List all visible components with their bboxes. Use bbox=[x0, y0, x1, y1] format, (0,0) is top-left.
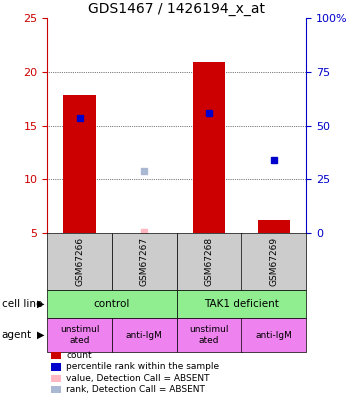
Text: unstimul
ated: unstimul ated bbox=[189, 326, 229, 345]
Text: rank, Detection Call = ABSENT: rank, Detection Call = ABSENT bbox=[66, 385, 205, 394]
Text: anti-IgM: anti-IgM bbox=[256, 330, 292, 340]
Text: percentile rank within the sample: percentile rank within the sample bbox=[66, 362, 220, 371]
Text: ▶: ▶ bbox=[36, 330, 44, 340]
Text: GSM67268: GSM67268 bbox=[205, 237, 214, 286]
Text: ▶: ▶ bbox=[36, 299, 44, 309]
Bar bbox=[63, 96, 96, 233]
Text: anti-IgM: anti-IgM bbox=[126, 330, 163, 340]
Text: TAK1 deficient: TAK1 deficient bbox=[204, 299, 279, 309]
Text: GSM67269: GSM67269 bbox=[270, 237, 278, 286]
Text: GSM67267: GSM67267 bbox=[140, 237, 149, 286]
Bar bbox=[258, 220, 290, 233]
Text: unstimul
ated: unstimul ated bbox=[60, 326, 99, 345]
Title: GDS1467 / 1426194_x_at: GDS1467 / 1426194_x_at bbox=[88, 2, 265, 16]
Text: control: control bbox=[94, 299, 130, 309]
Bar bbox=[193, 62, 225, 233]
Text: count: count bbox=[66, 351, 92, 360]
Text: GSM67266: GSM67266 bbox=[75, 237, 84, 286]
Text: value, Detection Call = ABSENT: value, Detection Call = ABSENT bbox=[66, 374, 210, 383]
Text: cell line: cell line bbox=[2, 299, 42, 309]
Text: agent: agent bbox=[2, 330, 32, 340]
